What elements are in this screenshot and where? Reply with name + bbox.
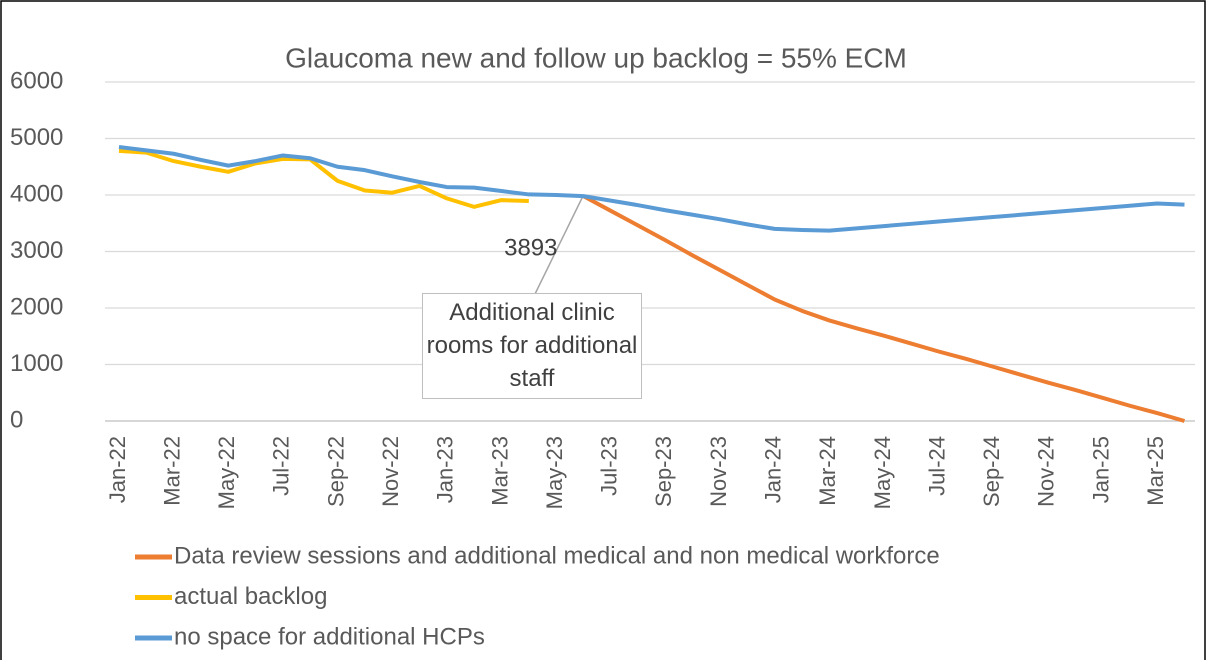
annotation: Additional clinic rooms for additional s… — [422, 293, 642, 399]
x-tick-label: Sep-23 — [651, 436, 676, 507]
x-tick-label: Mar-25 — [1143, 436, 1168, 506]
x-tick-label: Jul-22 — [269, 436, 294, 496]
x-tick-label: Jan-24 — [760, 436, 785, 503]
y-tick-label: 1000 — [10, 350, 63, 377]
x-tick-label: Nov-23 — [706, 436, 731, 507]
legend-label: actual backlog — [174, 583, 327, 610]
x-tick-label: Nov-24 — [1034, 436, 1059, 507]
data-label: 3893 — [504, 234, 557, 261]
x-tick-label: Nov-22 — [378, 436, 403, 507]
legend-label: no space for additional HCPs — [174, 623, 485, 650]
chart-title: Glaucoma new and follow up backlog = 55%… — [285, 42, 907, 73]
leader-line — [534, 195, 584, 295]
x-tick-label: Mar-23 — [487, 436, 512, 506]
legend-label: Data review sessions and additional medi… — [174, 542, 940, 569]
y-tick-label: 3000 — [10, 237, 63, 264]
x-tick-label: May-23 — [542, 436, 567, 509]
y-tick-label: 5000 — [10, 124, 63, 151]
x-tick-label: Jul-23 — [597, 436, 622, 496]
series-line — [582, 194, 1186, 423]
y-tick-label: 2000 — [10, 293, 63, 320]
x-tick-label: May-22 — [214, 436, 239, 509]
x-tick-label: Jan-22 — [105, 436, 130, 503]
x-tick-label: Sep-24 — [979, 436, 1004, 507]
y-tick-label: 6000 — [10, 67, 63, 94]
x-tick-label: Jul-24 — [924, 436, 949, 496]
x-tick-label: Jan-23 — [433, 436, 458, 503]
x-tick-label: Mar-24 — [815, 436, 840, 506]
x-tick-label: Jan-25 — [1088, 436, 1113, 503]
x-tick-label: Sep-22 — [323, 436, 348, 507]
x-tick-label: Mar-22 — [159, 436, 184, 506]
y-tick-label: 4000 — [10, 180, 63, 207]
y-tick-label: 0 — [10, 406, 23, 433]
series-line — [118, 148, 529, 209]
series-line — [118, 144, 1185, 233]
x-tick-label: May-24 — [870, 436, 895, 509]
